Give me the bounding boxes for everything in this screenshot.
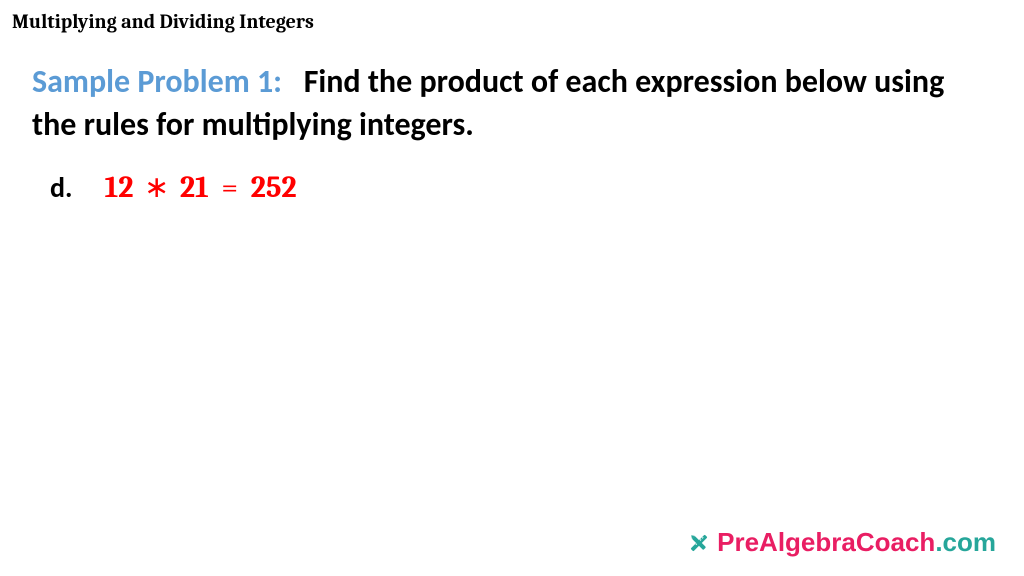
- equation: 12 ∗ 21 = 252: [105, 170, 297, 205]
- result: 252: [251, 170, 297, 205]
- brand-main: PreAlgebraCoach: [717, 527, 935, 557]
- ruler-pencil-icon: [687, 531, 711, 555]
- item-letter: d.: [50, 170, 73, 205]
- page-title: Multiplying and Dividing Integers: [12, 10, 314, 33]
- brand-suffix: .com: [935, 527, 996, 557]
- problem-label: Sample Problem 1: [32, 62, 273, 101]
- operator: ∗: [144, 170, 169, 205]
- operand-1: 12: [105, 170, 134, 205]
- problem-item: d. 12 ∗ 21 = 252: [50, 170, 297, 205]
- equals-sign: =: [221, 170, 238, 205]
- page-title-text: Multiplying and Dividing Integers: [12, 10, 314, 33]
- brand-logo: PreAlgebraCoach.com: [687, 527, 996, 558]
- problem-statement: Sample Problem 1: Find the product of ea…: [32, 60, 984, 146]
- problem-colon: :: [273, 62, 282, 101]
- operand-2: 21: [180, 170, 209, 205]
- brand-logo-text: PreAlgebraCoach.com: [717, 527, 996, 558]
